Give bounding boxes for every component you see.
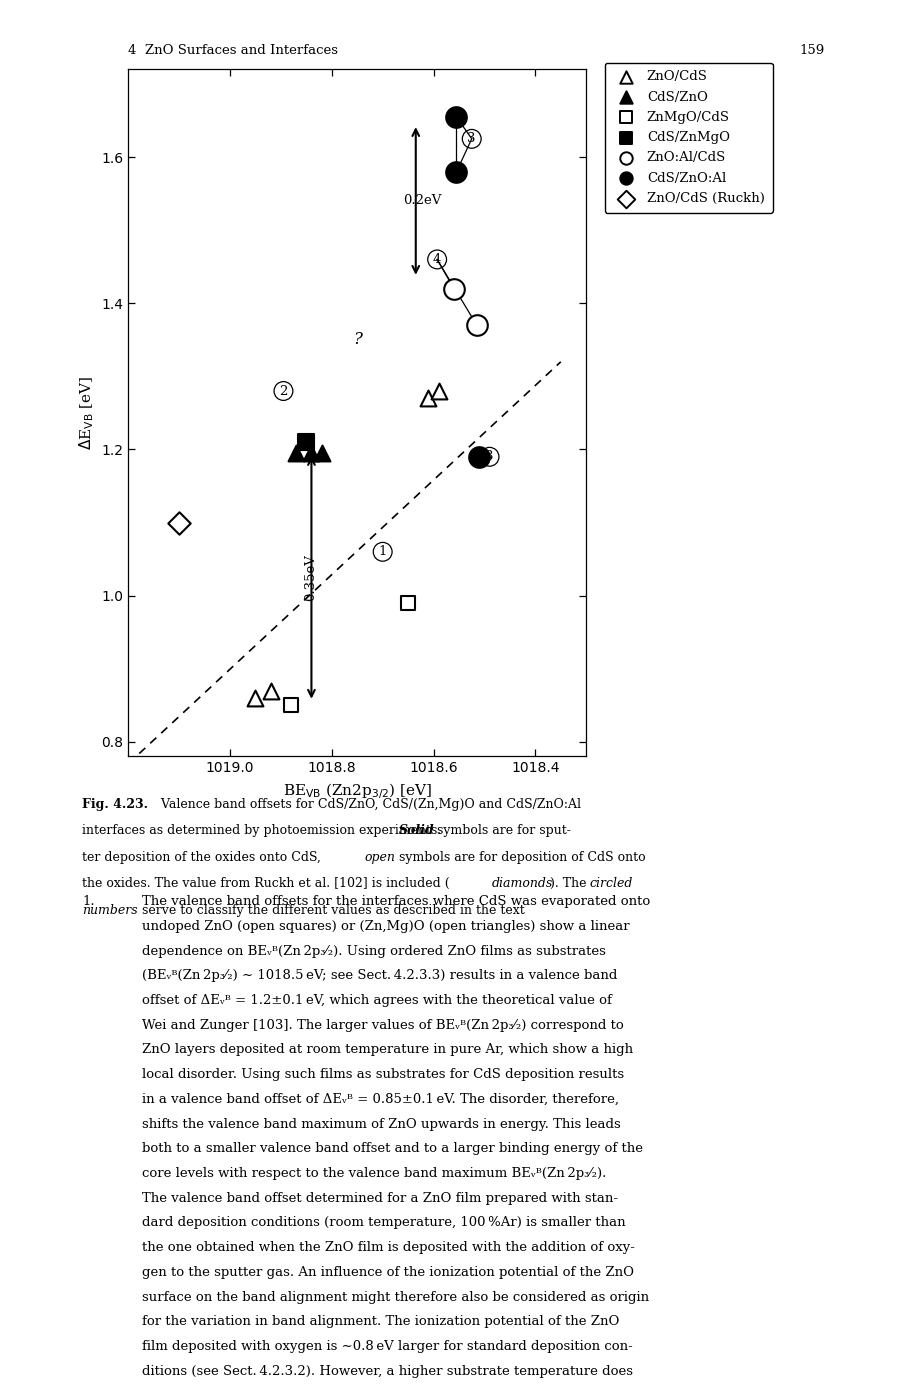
- Point: [289, 441, 303, 464]
- Point: [314, 441, 329, 464]
- Text: the oxides. The value from Ruckh et al. [102] is included (: the oxides. The value from Ruckh et al. …: [82, 877, 450, 890]
- Text: film deposited with oxygen is ∼0.8 eV larger for standard deposition con-: film deposited with oxygen is ∼0.8 eV la…: [142, 1339, 633, 1353]
- Text: symbols are for deposition of CdS onto: symbols are for deposition of CdS onto: [395, 851, 646, 863]
- Text: undoped ZnO (open squares) or (Zn,Mg)O (open triangles) show a linear: undoped ZnO (open squares) or (Zn,Mg)O (…: [142, 920, 629, 933]
- Text: core levels with respect to the valence band maximum BEᵥᴮ(Zn 2p₃⁄₂).: core levels with respect to the valence …: [142, 1167, 606, 1180]
- Text: in a valence band offset of ΔEᵥᴮ = 0.85±0.1 eV. The disorder, therefore,: in a valence band offset of ΔEᵥᴮ = 0.85±…: [142, 1092, 619, 1106]
- Text: The valence band offset determined for a ZnO film prepared with stan-: The valence band offset determined for a…: [142, 1192, 618, 1205]
- Text: 0.2eV: 0.2eV: [403, 194, 442, 207]
- Text: diamonds: diamonds: [492, 877, 553, 890]
- Text: ). The: ). The: [550, 877, 598, 890]
- Text: open: open: [365, 851, 396, 863]
- Y-axis label: $\Delta$E$_{\mathrm{VB}}$ [eV]: $\Delta$E$_{\mathrm{VB}}$ [eV]: [77, 376, 95, 450]
- Text: dependence on BEᵥᴮ(Zn 2p₃⁄₂). Using ordered ZnO films as substrates: dependence on BEᵥᴮ(Zn 2p₃⁄₂). Using orde…: [142, 945, 605, 958]
- Text: ZnO layers deposited at room temperature in pure Ar, which show a high: ZnO layers deposited at room temperature…: [142, 1044, 633, 1056]
- Point: [299, 432, 313, 454]
- Text: 159: 159: [799, 44, 824, 57]
- Text: interfaces as determined by photoemission experiments.: interfaces as determined by photoemissio…: [82, 824, 454, 837]
- Text: both to a smaller valence band offset and to a larger binding energy of the: both to a smaller valence band offset an…: [142, 1142, 643, 1155]
- Point: [401, 591, 416, 613]
- Text: 4  ZnO Surfaces and Interfaces: 4 ZnO Surfaces and Interfaces: [128, 44, 338, 57]
- Text: for the variation in band alignment. The ionization potential of the ZnO: for the variation in band alignment. The…: [142, 1316, 619, 1328]
- Text: symbols are for sput-: symbols are for sput-: [433, 824, 572, 837]
- Text: numbers: numbers: [82, 904, 138, 916]
- Point: [449, 105, 463, 128]
- Point: [421, 387, 436, 409]
- Point: [447, 278, 462, 300]
- Point: [470, 314, 485, 336]
- Point: [264, 680, 278, 702]
- Text: offset of ΔEᵥᴮ = 1.2±0.1 eV, which agrees with the theoretical value of: offset of ΔEᵥᴮ = 1.2±0.1 eV, which agree…: [142, 994, 612, 1008]
- Text: local disorder. Using such films as substrates for CdS deposition results: local disorder. Using such films as subs…: [142, 1069, 624, 1081]
- Text: 2: 2: [279, 384, 288, 397]
- Point: [449, 161, 463, 183]
- Text: surface on the band alignment might therefore also be considered as origin: surface on the band alignment might ther…: [142, 1291, 649, 1303]
- Point: [431, 380, 446, 403]
- Text: (BEᵥᴮ(Zn 2p₃⁄₂) ∼ 1018.5 eV; see Sect. 4.2.3.3) results in a valence band: (BEᵥᴮ(Zn 2p₃⁄₂) ∼ 1018.5 eV; see Sect. 4…: [142, 969, 617, 983]
- X-axis label: BE$_{\mathrm{VB}}$ (Zn2p$_{3/2}$) [eV]: BE$_{\mathrm{VB}}$ (Zn2p$_{3/2}$) [eV]: [283, 781, 431, 801]
- Text: ditions (see Sect. 4.2.3.2). However, a higher substrate temperature does: ditions (see Sect. 4.2.3.2). However, a …: [142, 1364, 633, 1378]
- Text: The valence band offsets for the interfaces where CdS was evaporated onto: The valence band offsets for the interfa…: [142, 895, 650, 908]
- Text: the one obtained when the ZnO film is deposited with the addition of oxy-: the one obtained when the ZnO film is de…: [142, 1241, 635, 1255]
- Text: Wei and Zunger [103]. The larger values of BEᵥᴮ(Zn 2p₃⁄₂) correspond to: Wei and Zunger [103]. The larger values …: [142, 1019, 624, 1031]
- Text: gen to the sputter gas. An influence of the ionization potential of the ZnO: gen to the sputter gas. An influence of …: [142, 1266, 634, 1278]
- Text: Fig. 4.23.: Fig. 4.23.: [82, 798, 148, 811]
- Text: 3: 3: [467, 132, 476, 146]
- Text: 1.: 1.: [82, 895, 95, 908]
- Legend: ZnO/CdS, CdS/ZnO, ZnMgO/CdS, CdS/ZnMgO, ZnO:Al/CdS, CdS/ZnO:Al, ZnO/CdS (Ruckh): ZnO/CdS, CdS/ZnO, ZnMgO/CdS, CdS/ZnMgO, …: [605, 62, 772, 212]
- Point: [284, 694, 299, 716]
- Text: serve to classify the different values as described in the text: serve to classify the different values a…: [138, 904, 525, 916]
- Point: [472, 446, 486, 468]
- Text: Solid: Solid: [398, 824, 434, 837]
- Point: [172, 511, 187, 533]
- Text: ?: ?: [353, 332, 362, 348]
- Point: [304, 441, 319, 464]
- Text: 3: 3: [485, 450, 494, 464]
- Text: dard deposition conditions (room temperature, 100 %Ar) is smaller than: dard deposition conditions (room tempera…: [142, 1216, 626, 1230]
- Text: Valence band offsets for CdS/ZnO, CdS/(Zn,Mg)O and CdS/ZnO:Al: Valence band offsets for CdS/ZnO, CdS/(Z…: [153, 798, 581, 811]
- Text: shifts the valence band maximum of ZnO upwards in energy. This leads: shifts the valence band maximum of ZnO u…: [142, 1117, 621, 1131]
- Text: 0.35eV: 0.35eV: [304, 554, 317, 601]
- Text: 1: 1: [378, 545, 387, 558]
- Point: [248, 687, 263, 709]
- Text: 4: 4: [433, 253, 442, 266]
- Text: circled: circled: [589, 877, 632, 890]
- Text: ter deposition of the oxides onto CdS,: ter deposition of the oxides onto CdS,: [82, 851, 333, 863]
